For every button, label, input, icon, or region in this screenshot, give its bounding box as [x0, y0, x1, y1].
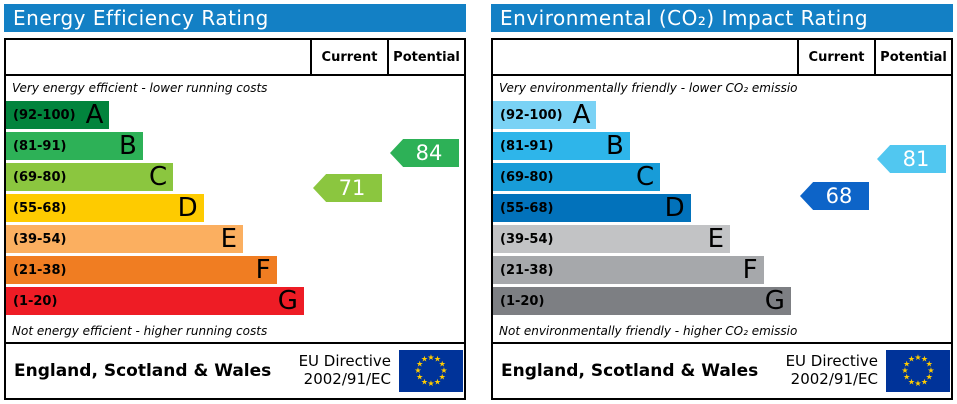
environmental-table-header-row: Current Potential	[493, 40, 951, 76]
band-letter: C	[149, 162, 168, 192]
energy-top-caption: Very energy efficient - lower running co…	[12, 81, 268, 95]
band-range-label: (92-100)	[13, 107, 76, 123]
region-label: England, Scotland & Wales	[14, 361, 272, 381]
band-range-label: (39-54)	[13, 231, 67, 247]
band-range-label: (1-20)	[500, 293, 545, 309]
energy-current-rating-arrow: 71	[313, 174, 382, 202]
eu-flag: ★ ★ ★ ★ ★ ★ ★ ★ ★ ★ ★ ★	[886, 350, 950, 392]
eu-directive-line2: 2002/91/EC	[790, 370, 878, 388]
environmental-rating-table: Current Potential Very environmentally f…	[491, 38, 953, 344]
energy-current-rating-value: 71	[338, 176, 366, 200]
band-letter: G	[277, 286, 298, 316]
energy-panel-title: Energy Efficiency Rating	[4, 4, 466, 32]
band-range-label: (81-91)	[500, 138, 554, 154]
energy-current-column-header: Current	[310, 40, 387, 76]
energy-band-g: (1-20) G	[6, 287, 304, 315]
environmental-bottom-caption: Not environmentally friendly - higher CO…	[499, 324, 797, 338]
energy-band-e: (39-54) E	[6, 224, 244, 254]
energy-table-body: Very energy efficient - lower running co…	[6, 76, 464, 342]
band-range-label: (69-80)	[13, 169, 67, 185]
environmental-header-spacer	[493, 40, 797, 76]
environmental-potential-column: 81	[874, 76, 951, 342]
energy-band-a: (92-100) A	[6, 100, 110, 130]
eu-flag: ★ ★ ★ ★ ★ ★ ★ ★ ★ ★ ★ ★	[399, 350, 463, 392]
energy-potential-column: 84	[387, 76, 464, 342]
environmental-band-a: (92-100) A	[493, 100, 597, 130]
region-label: England, Scotland & Wales	[501, 361, 759, 381]
environmental-bands: (92-100) A (81-91) B (69-80) C (55-68)	[493, 101, 797, 315]
band-range-label: (39-54)	[500, 231, 554, 247]
environmental-band-f: (21-38) F	[493, 256, 764, 284]
band-letter: A	[572, 100, 591, 130]
energy-footer: England, Scotland & Wales EU Directive 2…	[4, 344, 466, 400]
energy-potential-rating-arrow: 84	[390, 139, 459, 167]
environmental-potential-rating-arrow: 81	[877, 145, 946, 173]
band-range-label: (55-68)	[13, 200, 67, 216]
band-range-label: (21-38)	[13, 262, 67, 278]
energy-bands: (92-100) A (81-91) B (69-80) C (55-68)	[6, 101, 310, 315]
environmental-table-body: Very environmentally friendly - lower CO…	[493, 76, 951, 342]
energy-potential-rating-value: 84	[415, 141, 443, 165]
energy-band-c: (69-80) C	[6, 162, 174, 192]
environmental-potential-rating-value: 81	[902, 147, 930, 171]
energy-potential-column-header: Potential	[387, 40, 464, 76]
environmental-top-caption: Very environmentally friendly - lower CO…	[499, 81, 797, 95]
environmental-potential-column-header: Potential	[874, 40, 951, 76]
band-letter: E	[220, 224, 238, 254]
band-range-label: (81-91)	[13, 138, 67, 154]
environmental-current-column: 68	[797, 76, 874, 342]
band-range-label: (55-68)	[500, 200, 554, 216]
environmental-band-e: (39-54) E	[493, 224, 731, 254]
environmental-impact-panel: Environmental (CO₂) Impact Rating Curren…	[491, 4, 953, 404]
band-letter: G	[764, 286, 785, 316]
environmental-panel-title: Environmental (CO₂) Impact Rating	[491, 4, 953, 32]
band-letter: F	[255, 255, 271, 285]
environmental-band-area: Very environmentally friendly - lower CO…	[493, 76, 797, 342]
band-letter: A	[85, 100, 104, 130]
environmental-band-b: (81-91) B	[493, 132, 630, 160]
band-letter: D	[177, 193, 198, 223]
environmental-band-d: (55-68) D	[493, 194, 691, 222]
band-range-label: (1-20)	[13, 293, 58, 309]
eu-directive-line1: EU Directive	[298, 352, 391, 371]
energy-rating-table: Current Potential Very energy efficient …	[4, 38, 466, 344]
energy-band-d: (55-68) D	[6, 194, 204, 222]
eu-directive-label: EU Directive 2002/91/EC	[299, 353, 391, 388]
energy-table-header-row: Current Potential	[6, 40, 464, 76]
energy-bottom-caption: Not energy efficient - higher running co…	[12, 324, 268, 338]
band-letter: E	[707, 224, 725, 254]
energy-band-area: Very energy efficient - lower running co…	[6, 76, 310, 342]
energy-band-f: (21-38) F	[6, 256, 277, 284]
band-letter: B	[605, 131, 624, 161]
band-letter: F	[742, 255, 758, 285]
environmental-current-column-header: Current	[797, 40, 874, 76]
energy-current-column: 71	[310, 76, 387, 342]
environmental-band-c: (69-80) C	[493, 162, 661, 192]
environmental-band-g: (1-20) G	[493, 287, 791, 315]
eu-directive-line2: 2002/91/EC	[303, 370, 391, 388]
energy-band-b: (81-91) B	[6, 132, 143, 160]
eu-directive-line1: EU Directive	[785, 352, 878, 371]
environmental-current-rating-value: 68	[825, 184, 853, 208]
eu-directive-label: EU Directive 2002/91/EC	[786, 353, 878, 388]
band-range-label: (92-100)	[500, 107, 563, 123]
environmental-footer: England, Scotland & Wales EU Directive 2…	[491, 344, 953, 400]
band-range-label: (69-80)	[500, 169, 554, 185]
energy-efficiency-panel: Energy Efficiency Rating Current Potenti…	[4, 4, 466, 404]
band-letter: D	[664, 193, 685, 223]
band-letter: B	[118, 131, 137, 161]
energy-header-spacer	[6, 40, 310, 76]
environmental-current-rating-arrow: 68	[800, 182, 869, 210]
band-range-label: (21-38)	[500, 262, 554, 278]
band-letter: C	[636, 162, 655, 192]
